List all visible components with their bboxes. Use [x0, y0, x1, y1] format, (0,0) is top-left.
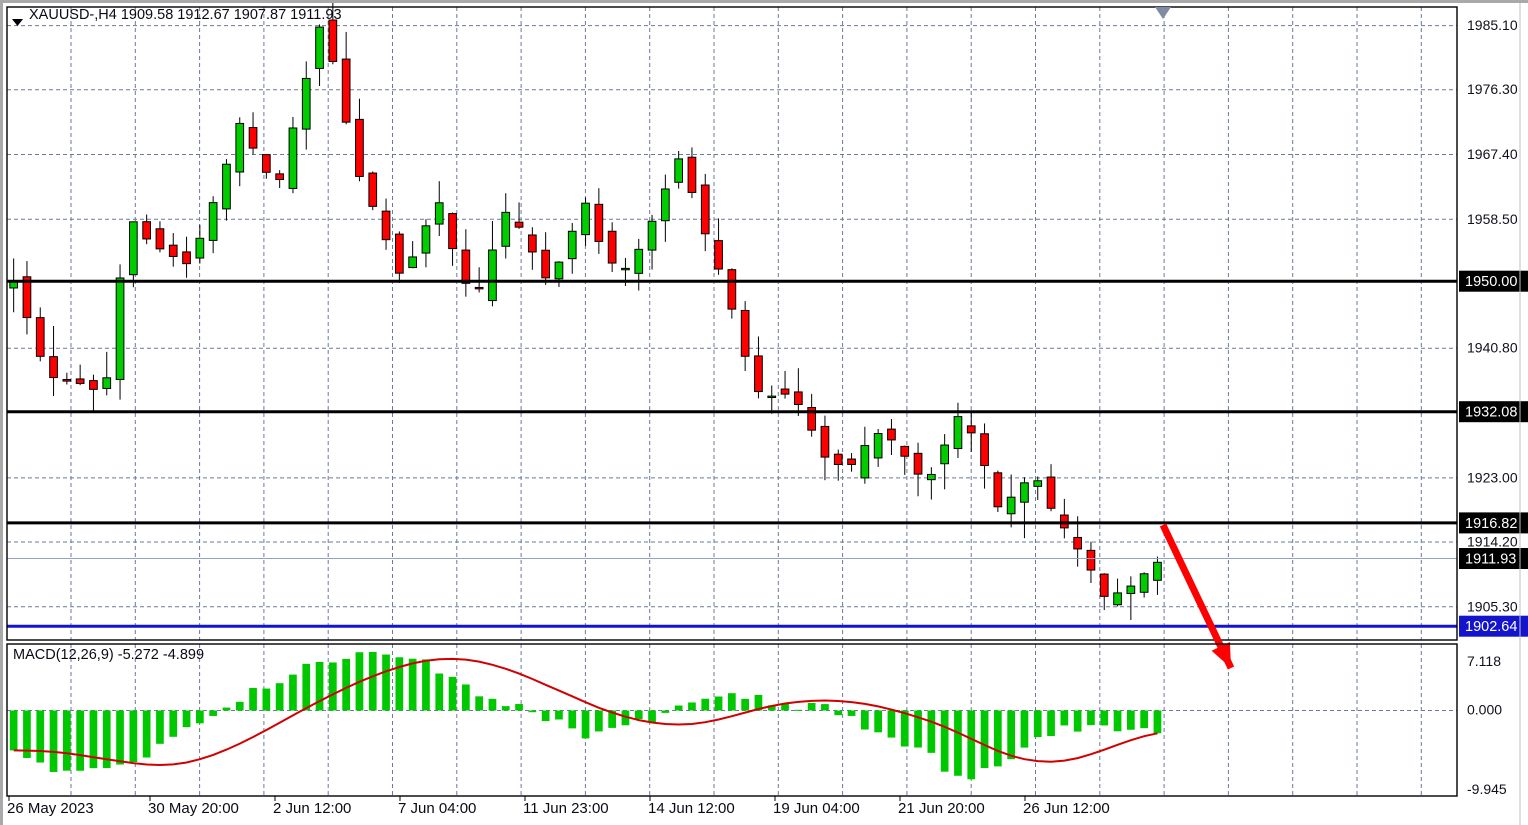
svg-text:1958.50: 1958.50: [1467, 211, 1518, 227]
svg-text:26 Jun 12:00: 26 Jun 12:00: [1023, 800, 1110, 817]
svg-text:1967.40: 1967.40: [1467, 146, 1518, 162]
svg-text:26 May 2023: 26 May 2023: [7, 800, 94, 817]
svg-text:1916.82: 1916.82: [1465, 516, 1517, 532]
svg-text:30 May 20:00: 30 May 20:00: [148, 800, 239, 817]
svg-text:19 Jun 04:00: 19 Jun 04:00: [773, 800, 860, 817]
svg-text:1905.30: 1905.30: [1467, 598, 1518, 614]
svg-text:1914.20: 1914.20: [1467, 534, 1518, 550]
svg-text:11 Jun 23:00: 11 Jun 23:00: [523, 800, 609, 817]
svg-text:MACD(12,26,9) -5.272 -4.899: MACD(12,26,9) -5.272 -4.899: [13, 647, 204, 663]
svg-text:1950.00: 1950.00: [1465, 274, 1517, 290]
svg-text:0.000: 0.000: [1467, 702, 1502, 718]
svg-text:2 Jun 12:00: 2 Jun 12:00: [273, 800, 351, 817]
svg-text:1985.10: 1985.10: [1467, 17, 1518, 33]
svg-text:1976.30: 1976.30: [1467, 81, 1518, 97]
svg-text:14 Jun 12:00: 14 Jun 12:00: [648, 800, 735, 817]
svg-text:1911.93: 1911.93: [1465, 552, 1516, 568]
svg-text:XAUUSD-,H4 1909.58 1912.67 19: XAUUSD-,H4 1909.58 1912.67 1907.87 1911.…: [29, 7, 342, 23]
svg-text:7 Jun 04:00: 7 Jun 04:00: [398, 800, 476, 817]
svg-text:21 Jun 20:00: 21 Jun 20:00: [898, 800, 985, 817]
svg-text:1940.80: 1940.80: [1467, 340, 1518, 356]
svg-text:1932.08: 1932.08: [1465, 405, 1517, 421]
svg-text:-9.945: -9.945: [1467, 781, 1507, 797]
svg-text:1902.64: 1902.64: [1465, 619, 1517, 635]
svg-text:7.118: 7.118: [1467, 653, 1501, 669]
svg-text:1923.00: 1923.00: [1467, 469, 1518, 485]
